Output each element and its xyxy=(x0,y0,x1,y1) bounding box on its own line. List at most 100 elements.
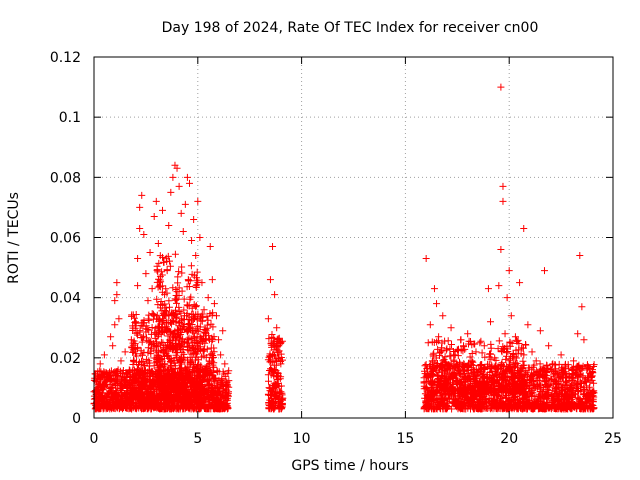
data-point xyxy=(580,336,588,344)
data-point xyxy=(503,294,511,302)
data-point xyxy=(125,366,133,374)
data-point xyxy=(183,173,191,181)
data-point xyxy=(156,273,164,281)
data-point xyxy=(167,188,175,196)
data-points xyxy=(90,83,598,413)
data-point xyxy=(433,300,441,308)
data-point xyxy=(532,357,540,365)
data-point xyxy=(119,378,127,386)
data-point xyxy=(439,312,447,320)
data-point xyxy=(134,255,142,263)
data-point xyxy=(202,330,210,338)
y-tick-label: 0.08 xyxy=(50,170,81,186)
data-point xyxy=(163,258,171,266)
data-point xyxy=(424,339,432,347)
data-point xyxy=(495,282,503,290)
y-tick-label: 0.04 xyxy=(50,291,81,307)
data-point xyxy=(561,363,569,371)
data-point xyxy=(484,285,492,293)
data-point xyxy=(138,191,146,199)
data-point xyxy=(192,252,200,260)
data-point xyxy=(105,390,113,398)
data-point xyxy=(570,357,578,365)
data-point xyxy=(129,357,137,365)
data-point xyxy=(136,224,144,232)
x-tick-label: 20 xyxy=(500,431,518,447)
x-axis-label: GPS time / hours xyxy=(291,458,408,474)
data-point xyxy=(275,342,283,350)
data-point xyxy=(152,197,160,205)
data-point xyxy=(150,212,158,220)
data-point xyxy=(264,315,272,323)
data-point xyxy=(549,360,557,368)
data-point xyxy=(185,179,193,187)
data-point xyxy=(430,285,438,293)
data-point xyxy=(212,312,220,320)
data-point xyxy=(528,348,536,356)
x-tick-label: 5 xyxy=(193,431,202,447)
data-point xyxy=(121,348,129,356)
data-point xyxy=(451,351,459,359)
data-point xyxy=(574,330,582,338)
data-point xyxy=(507,312,515,320)
data-point xyxy=(443,345,451,353)
x-tick-label: 10 xyxy=(293,431,311,447)
data-point xyxy=(144,297,152,305)
data-point xyxy=(578,303,586,311)
data-point xyxy=(123,387,131,395)
data-point xyxy=(107,333,115,341)
data-point xyxy=(210,300,218,308)
data-point xyxy=(94,375,102,383)
data-point xyxy=(516,279,524,287)
data-point xyxy=(435,333,443,341)
data-point xyxy=(217,351,225,359)
data-point xyxy=(173,164,181,172)
data-point xyxy=(499,182,507,190)
data-point xyxy=(476,369,484,377)
data-point xyxy=(269,243,277,251)
data-point xyxy=(206,243,214,251)
data-point xyxy=(169,173,177,181)
data-point xyxy=(165,221,173,229)
data-point xyxy=(154,240,162,248)
data-point xyxy=(426,321,434,329)
data-point xyxy=(472,348,480,356)
grid xyxy=(94,57,613,418)
data-point xyxy=(501,330,509,338)
data-point xyxy=(271,291,279,299)
y-tick-label: 0.06 xyxy=(50,231,81,247)
y-axis-label: ROTI / TECUs xyxy=(6,192,22,284)
data-point xyxy=(557,351,565,359)
scatter-cloud xyxy=(90,250,598,413)
data-point xyxy=(497,83,505,91)
data-point xyxy=(142,270,150,278)
y-tick-label: 0.1 xyxy=(59,110,81,126)
data-point xyxy=(491,354,499,362)
data-point xyxy=(215,336,223,344)
data-point xyxy=(540,267,548,275)
data-point xyxy=(179,227,187,235)
data-point xyxy=(223,378,231,386)
data-point xyxy=(140,230,148,238)
data-point xyxy=(505,267,513,275)
data-point xyxy=(109,342,117,350)
data-point xyxy=(428,357,436,365)
x-tick-label: 0 xyxy=(90,431,99,447)
data-point xyxy=(198,279,206,287)
data-point xyxy=(468,357,476,365)
data-point xyxy=(175,182,183,190)
data-point xyxy=(266,276,274,284)
y-tick-label: 0.02 xyxy=(50,351,81,367)
data-point xyxy=(188,237,196,245)
data-point xyxy=(113,279,121,287)
data-point xyxy=(460,342,468,350)
data-point xyxy=(196,234,204,241)
data-point xyxy=(134,282,142,290)
data-point xyxy=(111,297,119,305)
data-point xyxy=(181,200,189,208)
axis-ticks: 0 5 10 15 20 25 0 0.02 0.04 0.06 0.08 0.1 0.12 xyxy=(50,50,622,447)
data-point xyxy=(588,372,596,380)
data-point xyxy=(464,330,472,338)
data-point xyxy=(221,360,229,368)
